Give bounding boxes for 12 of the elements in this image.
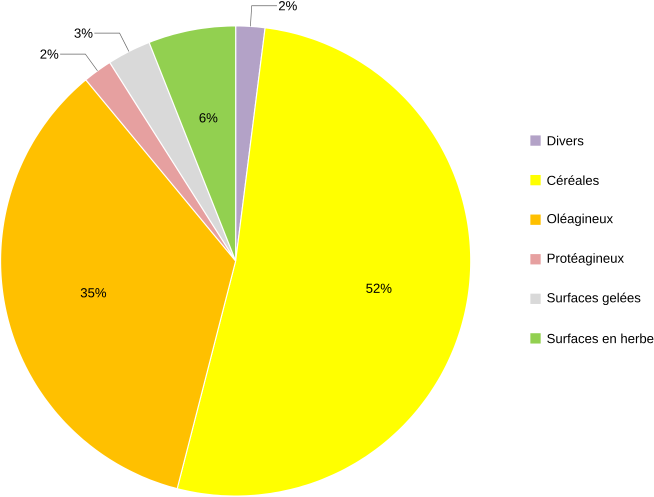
legend-label: Oléagineux bbox=[547, 214, 613, 226]
legend-label: Divers bbox=[548, 136, 584, 146]
legend-label: Surfaces gelées bbox=[547, 292, 640, 306]
legend-label: Protéagineux bbox=[548, 253, 624, 266]
legend-label: Céréales bbox=[547, 175, 599, 186]
data-label: 2% bbox=[40, 50, 58, 59]
data-label: 35% bbox=[80, 288, 106, 298]
legend-label: Surfaces en herbe bbox=[547, 334, 654, 344]
data-label: 3% bbox=[74, 28, 92, 38]
data-label: 52% bbox=[366, 284, 392, 294]
data-label: 2% bbox=[278, 1, 297, 11]
data-label: 6% bbox=[200, 113, 218, 123]
